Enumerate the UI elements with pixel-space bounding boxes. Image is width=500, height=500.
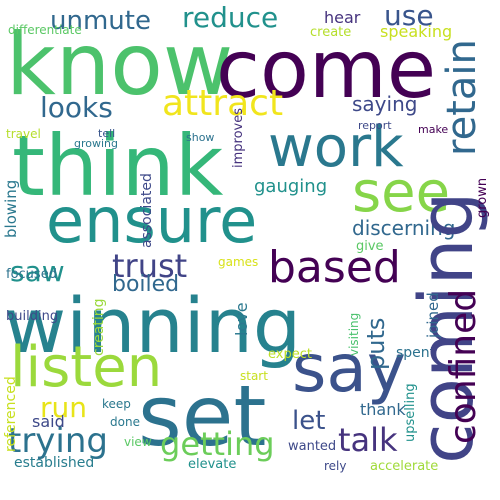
word-retain: retain xyxy=(439,39,485,156)
word-let: let xyxy=(292,406,326,436)
word-referenced: referenced xyxy=(3,376,19,452)
word-spent: spent xyxy=(396,345,436,361)
word-improves: improves xyxy=(231,107,246,168)
word-saying: saying xyxy=(352,92,418,116)
word-talk: talk xyxy=(338,421,398,459)
word-said: said xyxy=(32,412,65,431)
word-unmute: unmute xyxy=(50,6,151,36)
word-differentiate: differentiate xyxy=(8,23,82,37)
word-create: create xyxy=(310,25,352,40)
word-expect: expect xyxy=(268,347,312,362)
word-trying: trying xyxy=(8,421,109,461)
word-rely: rely xyxy=(324,459,347,473)
word-building: building xyxy=(6,309,59,324)
word-growing: growing xyxy=(74,137,118,150)
word-elevate: elevate xyxy=(188,457,237,472)
word-trust: trust xyxy=(112,247,188,285)
word-confined: confined xyxy=(443,288,484,444)
word-established: established xyxy=(14,455,95,471)
word-games: games xyxy=(218,255,259,269)
word-winning: winning xyxy=(4,281,302,370)
word-make: make xyxy=(418,123,449,136)
word-done: done xyxy=(110,415,140,429)
word-set: set xyxy=(138,367,267,465)
word-come: come xyxy=(216,23,437,116)
word-show: show xyxy=(186,131,215,144)
word-blowing: blowing xyxy=(2,179,20,238)
word-listen: listen xyxy=(10,335,163,400)
word-ensure: ensure xyxy=(46,184,258,257)
word-view: view xyxy=(124,435,152,449)
word-keep: keep xyxy=(102,397,131,411)
word-focused: focused xyxy=(6,267,57,282)
word-give: give xyxy=(356,239,384,254)
word-gauging: gauging xyxy=(254,176,328,197)
word-creating: creating xyxy=(91,298,107,356)
word-travel: travel xyxy=(6,127,41,141)
word-thank: thank xyxy=(360,400,406,419)
word-saw: saw xyxy=(10,255,65,288)
word-joined: joined xyxy=(424,292,442,338)
word-tell: tell xyxy=(98,127,116,140)
word-work: work xyxy=(268,115,404,180)
word-based: based xyxy=(268,242,401,293)
word-say: say xyxy=(292,330,406,407)
word-getting: getting xyxy=(160,425,275,463)
word-report: report xyxy=(358,119,392,132)
word-discerning: discerning xyxy=(352,216,456,240)
word-accelerate: accelerate xyxy=(370,459,439,474)
word-run: run xyxy=(40,391,88,424)
word-start: start xyxy=(240,369,268,383)
word-know: know xyxy=(6,15,234,115)
word-think: think xyxy=(12,117,224,215)
word-speaking: speaking xyxy=(380,22,453,41)
word-wanted: wanted xyxy=(288,439,337,454)
word-see: see xyxy=(352,160,451,225)
word-hear: hear xyxy=(324,8,361,27)
word-attract: attract xyxy=(162,83,284,124)
word-reduce: reduce xyxy=(182,1,279,34)
word-looks: looks xyxy=(40,91,113,124)
word-use: use xyxy=(384,0,434,32)
word-boiled: boiled xyxy=(112,272,180,297)
word-love: love xyxy=(232,302,251,336)
word-puts: puts xyxy=(362,317,390,370)
word-visiting: visiting xyxy=(347,312,361,356)
word-upselling: upselling xyxy=(403,383,418,442)
word-associated: associated xyxy=(139,173,155,248)
word-grown: grown xyxy=(475,177,490,218)
